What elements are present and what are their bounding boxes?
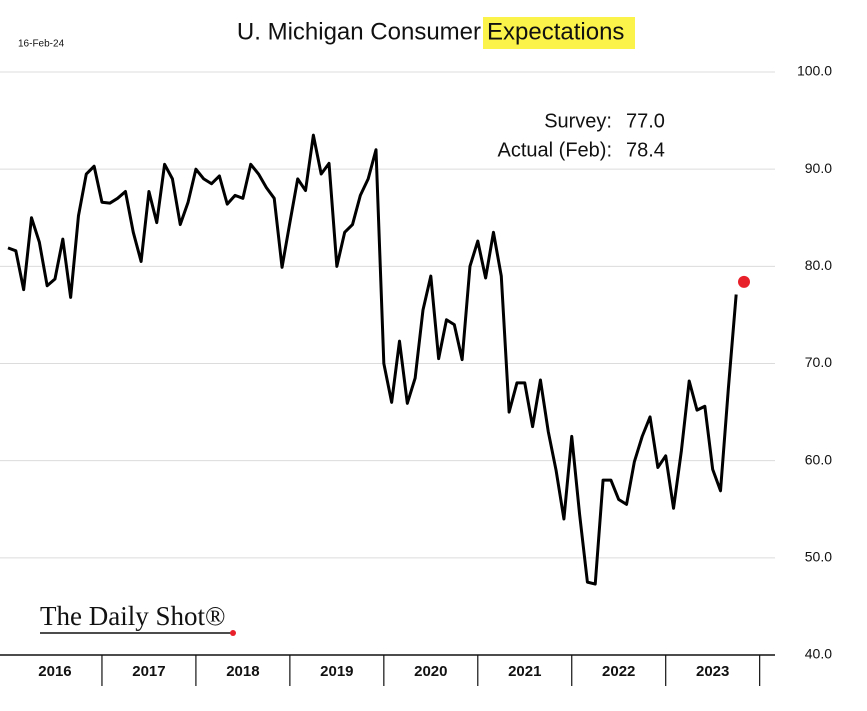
chart-title: U. Michigan Consumer bbox=[237, 18, 481, 45]
y-tick-label: 80.0 bbox=[805, 257, 832, 273]
x-tick-label: 2019 bbox=[320, 663, 353, 680]
chart-title-highlight: Expectations bbox=[487, 18, 624, 45]
x-tick-label: 2021 bbox=[508, 663, 541, 680]
annotation-value: 78.4 bbox=[626, 139, 665, 161]
source-logo: The Daily Shot® bbox=[40, 601, 226, 631]
logo-dot bbox=[230, 630, 236, 636]
series-line bbox=[7, 133, 738, 586]
y-tick-label: 50.0 bbox=[805, 549, 832, 565]
x-tick-label: 2017 bbox=[132, 663, 165, 680]
x-tick-label: 2016 bbox=[38, 663, 71, 680]
y-tick-label: 100.0 bbox=[797, 63, 832, 79]
y-tick-label: 90.0 bbox=[805, 160, 832, 176]
y-tick-label: 40.0 bbox=[805, 646, 832, 662]
x-tick-label: 2018 bbox=[226, 663, 259, 680]
x-tick-label: 2023 bbox=[696, 663, 729, 680]
date-label: 16-Feb-24 bbox=[18, 39, 65, 50]
latest-point bbox=[738, 275, 750, 288]
x-tick-label: 2020 bbox=[414, 663, 447, 680]
annotation-label: Actual (Feb): bbox=[498, 139, 612, 161]
title-highlight-box bbox=[483, 17, 635, 49]
y-tick-label: 60.0 bbox=[805, 451, 832, 467]
annotation-label: Survey: bbox=[544, 110, 612, 132]
y-tick-label: 70.0 bbox=[805, 354, 832, 370]
annotation-value: 77.0 bbox=[626, 110, 665, 132]
x-tick-label: 2022 bbox=[602, 663, 635, 680]
